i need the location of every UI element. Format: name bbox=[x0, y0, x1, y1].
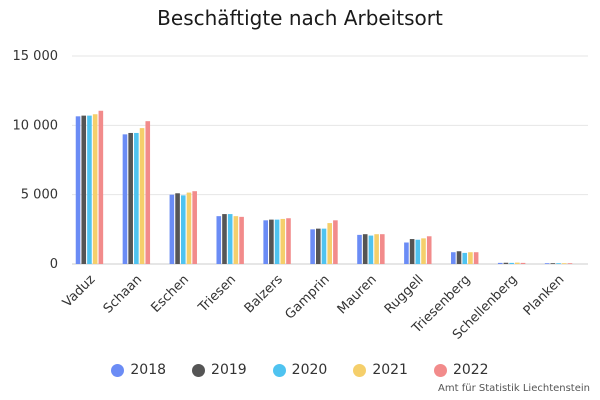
bar-planken-2019[interactable] bbox=[550, 263, 556, 264]
bar-gamprin-2021[interactable] bbox=[327, 223, 332, 264]
bar-ruggell-2022[interactable] bbox=[426, 236, 432, 264]
legend-swatch bbox=[111, 363, 125, 377]
legend-item[interactable]: 2022 bbox=[433, 362, 489, 378]
x-tick-label: Vaduz bbox=[60, 272, 98, 310]
legend: 2018 2019 2020 2021 2022 bbox=[0, 362, 600, 378]
legend-swatch bbox=[433, 363, 447, 377]
bar-schaan-2019[interactable] bbox=[128, 132, 133, 264]
legend-label: 2021 bbox=[372, 362, 408, 378]
bar-planken-2018[interactable] bbox=[544, 263, 550, 264]
bar-schellenberg-2021[interactable] bbox=[515, 262, 520, 264]
bar-mauren-2020[interactable] bbox=[368, 235, 374, 264]
bar-mauren-2019[interactable] bbox=[362, 234, 368, 264]
legend-label: 2019 bbox=[211, 362, 247, 378]
credit-text: Amt für Statistik Liechtenstein bbox=[438, 383, 590, 394]
bar-planken-2022[interactable] bbox=[567, 263, 573, 264]
bar-eschen-2019[interactable] bbox=[175, 193, 180, 264]
y-tick-label: 15 000 bbox=[13, 49, 59, 64]
x-tick-label: Triesen bbox=[195, 272, 239, 316]
chart-title: Beschäftigte nach Arbeitsort bbox=[157, 6, 443, 30]
bar-vaduz-2022[interactable] bbox=[98, 110, 104, 264]
bar-triesen-2021[interactable] bbox=[233, 216, 239, 264]
x-tick-label: Planken bbox=[521, 272, 568, 319]
bar-balzers-2019[interactable] bbox=[269, 219, 274, 264]
legend-label: 2020 bbox=[291, 362, 328, 378]
bar-eschen-2021[interactable] bbox=[186, 192, 192, 264]
legend-item[interactable]: 2020 bbox=[272, 362, 328, 378]
bar-schaan-2018[interactable] bbox=[122, 134, 128, 264]
bar-ruggell-2018[interactable] bbox=[404, 242, 409, 264]
bar-balzers-2020[interactable] bbox=[274, 219, 280, 264]
bar-mauren-2022[interactable] bbox=[380, 234, 385, 264]
bar-gamprin-2018[interactable] bbox=[310, 229, 315, 264]
bar-triesen-2018[interactable] bbox=[216, 216, 222, 264]
legend-swatch bbox=[272, 363, 286, 377]
bar-eschen-2018[interactable] bbox=[169, 194, 175, 264]
bar-gamprin-2020[interactable] bbox=[321, 228, 327, 264]
bar-ruggell-2020[interactable] bbox=[415, 239, 421, 264]
bar-schellenberg-2020[interactable] bbox=[509, 262, 514, 264]
bar-triesen-2022[interactable] bbox=[239, 216, 244, 264]
bar-vaduz-2020[interactable] bbox=[87, 115, 92, 264]
bar-schaan-2022[interactable] bbox=[145, 121, 151, 264]
legend-swatch bbox=[353, 363, 367, 377]
x-tick-label: Schaan bbox=[101, 272, 145, 316]
bar-vaduz-2018[interactable] bbox=[75, 116, 81, 264]
bar-triesenberg-2021[interactable] bbox=[468, 252, 473, 264]
bar-schellenberg-2018[interactable] bbox=[497, 262, 503, 264]
legend-item[interactable]: 2019 bbox=[192, 362, 247, 378]
x-tick-label: Ruggell bbox=[382, 272, 427, 317]
y-tick-label: 0 bbox=[50, 257, 58, 272]
x-tick-label: Mauren bbox=[335, 272, 380, 317]
y-axis-ticks: 0 5 000 10 000 15 000 bbox=[13, 49, 59, 272]
x-tick-label: Balzers bbox=[242, 272, 286, 316]
bar-balzers-2018[interactable] bbox=[263, 220, 268, 264]
legend-item[interactable]: 2018 bbox=[111, 362, 166, 378]
y-tick-label: 10 000 bbox=[13, 118, 59, 133]
bar-planken-2021[interactable] bbox=[561, 263, 567, 264]
bar-schaan-2020[interactable] bbox=[134, 132, 139, 264]
bar-planken-2020[interactable] bbox=[556, 263, 561, 264]
bar-balzers-2021[interactable] bbox=[280, 218, 286, 264]
bar-eschen-2020[interactable] bbox=[180, 195, 186, 264]
legend-label: 2022 bbox=[452, 362, 489, 378]
bar-vaduz-2021[interactable] bbox=[92, 114, 98, 265]
legend-item[interactable]: 2021 bbox=[353, 362, 408, 378]
bar-gamprin-2022[interactable] bbox=[333, 220, 338, 264]
legend-label: 2018 bbox=[130, 362, 167, 378]
bar-triesen-2020[interactable] bbox=[227, 214, 233, 264]
legend-swatch bbox=[192, 363, 206, 377]
bars-layer bbox=[75, 110, 573, 265]
bar-triesenberg-2022[interactable] bbox=[473, 252, 479, 264]
bar-gamprin-2019[interactable] bbox=[316, 228, 321, 264]
x-tick-label: Gamprin bbox=[283, 272, 333, 322]
y-tick-label: 5 000 bbox=[21, 188, 58, 203]
bar-triesen-2019[interactable] bbox=[222, 214, 227, 264]
bar-triesenberg-2020[interactable] bbox=[462, 252, 468, 264]
bar-ruggell-2021[interactable] bbox=[421, 238, 426, 264]
bar-vaduz-2019[interactable] bbox=[81, 115, 87, 264]
bar-mauren-2018[interactable] bbox=[357, 234, 362, 264]
bar-schellenberg-2022[interactable] bbox=[520, 262, 526, 264]
bar-balzers-2022[interactable] bbox=[286, 218, 291, 264]
bar-ruggell-2019[interactable] bbox=[409, 239, 415, 264]
bar-schaan-2021[interactable] bbox=[139, 128, 145, 264]
bar-triesenberg-2018[interactable] bbox=[451, 252, 456, 264]
bar-schellenberg-2019[interactable] bbox=[503, 262, 509, 264]
x-tick-label: Eschen bbox=[149, 272, 193, 316]
bar-triesenberg-2019[interactable] bbox=[456, 251, 462, 264]
bar-eschen-2022[interactable] bbox=[192, 191, 197, 264]
bar-mauren-2021[interactable] bbox=[374, 234, 379, 264]
